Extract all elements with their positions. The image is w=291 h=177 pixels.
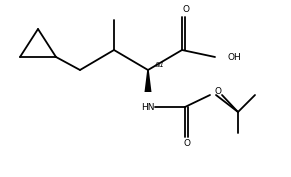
Text: O: O bbox=[182, 5, 189, 15]
Polygon shape bbox=[145, 70, 152, 92]
Text: &1: &1 bbox=[155, 62, 165, 68]
Text: O: O bbox=[215, 87, 222, 96]
Text: OH: OH bbox=[228, 53, 242, 61]
Text: O: O bbox=[184, 139, 191, 149]
Text: HN: HN bbox=[141, 102, 155, 112]
